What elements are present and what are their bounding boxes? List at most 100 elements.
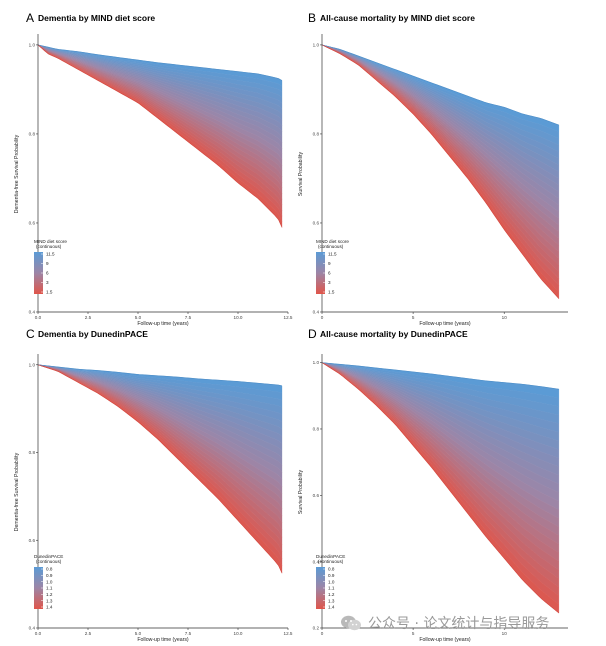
panel-letter: C — [26, 327, 35, 341]
x-tick-label: 5.0 — [135, 631, 142, 636]
legend-subtitle: (continuous) — [36, 559, 62, 564]
legend-label: 1.5 — [328, 290, 335, 295]
x-axis-label: Follow-up time (years) — [137, 637, 189, 643]
legend-title: DunedinPACE — [316, 554, 345, 559]
y-tick-label: 0.4 — [29, 310, 36, 315]
legend-label: 1.1 — [328, 586, 335, 591]
panel-c: 0.0 2.5 5.0 7.5 10.0 12.5 0.4 0.6 0.8 1.0 Follow-u… — [14, 327, 293, 643]
survival-curve-worst — [37, 364, 283, 574]
legend: MIND diet score(continuous) 11.5 9 6 3 1.5 — [34, 239, 67, 295]
x-tick-label: 0.0 — [35, 631, 42, 636]
y-tick-label: 0.8 — [29, 450, 36, 455]
watermark-text: 公众号 · 论文统计与指导服务 — [368, 616, 550, 632]
x-tick-label: 12.5 — [284, 631, 293, 636]
legend-label: 9 — [46, 261, 49, 266]
legend-label: 1.3 — [328, 598, 335, 603]
x-tick-label: 10 — [502, 631, 508, 636]
legend: MIND diet score(continuous) 11.5 9 6 3 1.5 — [316, 239, 349, 295]
legend-title: MIND diet score — [316, 239, 349, 244]
y-tick-label: 0.2 — [313, 626, 320, 631]
legend-label: 9 — [328, 261, 331, 266]
y-axis-label: Dementia-free Survival Probability — [14, 452, 20, 531]
x-tick-label: 2.5 — [85, 315, 92, 320]
wechat-icon — [341, 615, 361, 631]
panel-d: 0 5 10 0.2 0.4 0.6 0.8 1.0 Follow-up time (years… — [298, 327, 568, 643]
legend-label: 1.2 — [328, 592, 335, 597]
panel-title: Dementia by DunedinPACE — [38, 329, 148, 339]
panel-letter: D — [308, 327, 317, 341]
legend-label: 6 — [328, 271, 331, 276]
legend-label: 1.2 — [46, 592, 53, 597]
legend-colorbar — [34, 252, 43, 294]
legend-colorbar — [316, 252, 325, 294]
legend-label: 0.9 — [46, 573, 53, 578]
y-tick-label: 0.4 — [29, 626, 36, 631]
panel-title: All-cause mortality by DunedinPACE — [320, 329, 468, 339]
legend-title: DunedinPACE — [34, 554, 63, 559]
x-tick-label: 7.5 — [185, 315, 192, 320]
survival-curve-worst — [321, 44, 560, 299]
legend-title: MIND diet score — [34, 239, 67, 244]
legend-label: 1.0 — [328, 579, 335, 584]
legend-subtitle: (continuous) — [318, 559, 344, 564]
y-tick-label: 1.0 — [313, 43, 320, 48]
x-tick-label: 2.5 — [85, 631, 92, 636]
survival-curve-best — [321, 362, 559, 390]
y-tick-label: 0.4 — [313, 559, 320, 564]
survival-curve-worst — [321, 362, 560, 614]
x-tick-label: 0 — [321, 631, 324, 636]
panel-a: 0.0 2.5 5.0 7.5 10.0 12.5 0.4 0.6 0.8 1.0 Follow-u… — [14, 11, 293, 327]
legend-label: 0.9 — [328, 573, 335, 578]
x-tick-label: 0 — [321, 315, 324, 320]
legend-colorbar — [316, 567, 325, 609]
y-tick-label: 1.0 — [313, 360, 320, 365]
x-tick-label: 10.0 — [234, 631, 243, 636]
legend-subtitle: (continuous) — [318, 244, 344, 249]
y-tick-label: 0.6 — [313, 493, 320, 498]
legend: DunedinPACE(continuous)0.80.91.01.11.21.… — [34, 554, 63, 610]
survival-curve-best — [37, 364, 283, 387]
legend-label: 0.8 — [328, 567, 335, 572]
legend-label: 1.1 — [46, 586, 53, 591]
legend-label: 3 — [46, 280, 49, 285]
survival-curve-worst — [37, 44, 283, 228]
y-tick-label: 0.8 — [29, 132, 36, 137]
x-tick-label: 12.5 — [284, 315, 293, 320]
y-axis-label: Survival Probability — [298, 152, 304, 197]
legend-label: 1.4 — [328, 605, 335, 610]
x-axis-label: Follow-up time (years) — [137, 321, 189, 327]
x-axis-label: Follow-up time (years) — [419, 637, 471, 643]
legend-colorbar — [34, 567, 43, 609]
y-tick-label: 0.8 — [313, 427, 320, 432]
y-tick-label: 0.6 — [29, 221, 36, 226]
y-axis-label: Survival Probability — [298, 470, 304, 515]
legend-label: 1.3 — [46, 598, 53, 603]
survival-curve-best — [321, 44, 559, 126]
x-tick-label: 5.0 — [135, 315, 142, 320]
y-tick-label: 0.6 — [29, 538, 36, 543]
panel-title: Dementia by MIND diet score — [38, 13, 155, 23]
y-tick-label: 1.0 — [29, 362, 36, 367]
panel-letter: B — [308, 11, 316, 25]
legend-label: 0.8 — [46, 567, 53, 572]
x-tick-label: 5 — [412, 315, 415, 320]
x-tick-label: 7.5 — [185, 631, 192, 636]
x-axis-label: Follow-up time (years) — [419, 321, 471, 327]
legend-label: 6 — [46, 271, 49, 276]
legend: DunedinPACE(continuous)0.80.91.01.11.21.… — [316, 554, 345, 610]
x-tick-label: 10 — [502, 315, 508, 320]
panel-b: 0 5 10 0.4 0.6 0.8 1.0 Follow-up time (years) Su… — [298, 11, 568, 327]
panel-title: All-cause mortality by MIND diet score — [320, 13, 475, 23]
y-tick-label: 0.6 — [313, 221, 320, 226]
legend-label: 11.5 — [46, 252, 55, 257]
panel-letter: A — [26, 11, 34, 25]
y-tick-label: 0.4 — [313, 310, 320, 315]
y-tick-label: 0.8 — [313, 132, 320, 137]
x-tick-label: 0.0 — [35, 315, 42, 320]
legend-label: 3 — [328, 280, 331, 285]
watermark: 公众号 · 论文统计与指导服务 — [340, 610, 602, 636]
x-tick-label: 5 — [412, 631, 415, 636]
survival-curve-best — [37, 44, 283, 81]
x-tick-label: 10.0 — [234, 315, 243, 320]
